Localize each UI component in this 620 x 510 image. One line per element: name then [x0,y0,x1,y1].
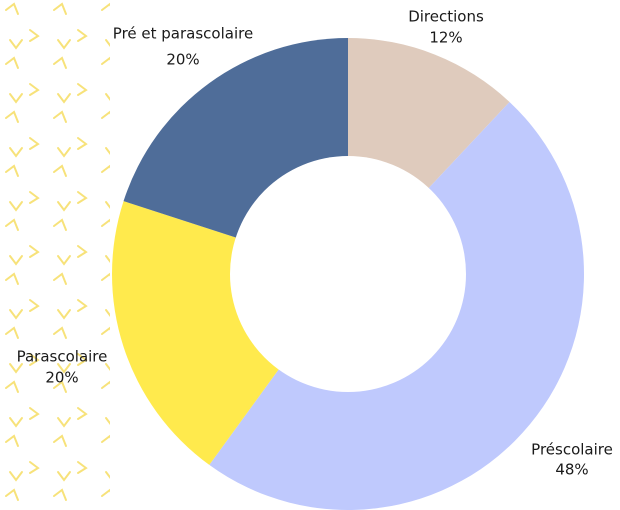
value-label: 12% [429,29,462,47]
value-label: 20% [45,369,78,387]
slice-label: Pré et parascolaire [113,25,253,43]
background-pattern [0,0,110,510]
value-label: 48% [555,461,588,479]
chart: Directions 12% Préscolaire 48% Parascolaire 2… [0,0,620,510]
slice-label: Parascolaire [17,348,108,366]
donut-hole [230,156,466,392]
slice-label: Directions [408,8,484,26]
value-label: 20% [166,51,199,69]
slice-label: Préscolaire [531,441,613,459]
